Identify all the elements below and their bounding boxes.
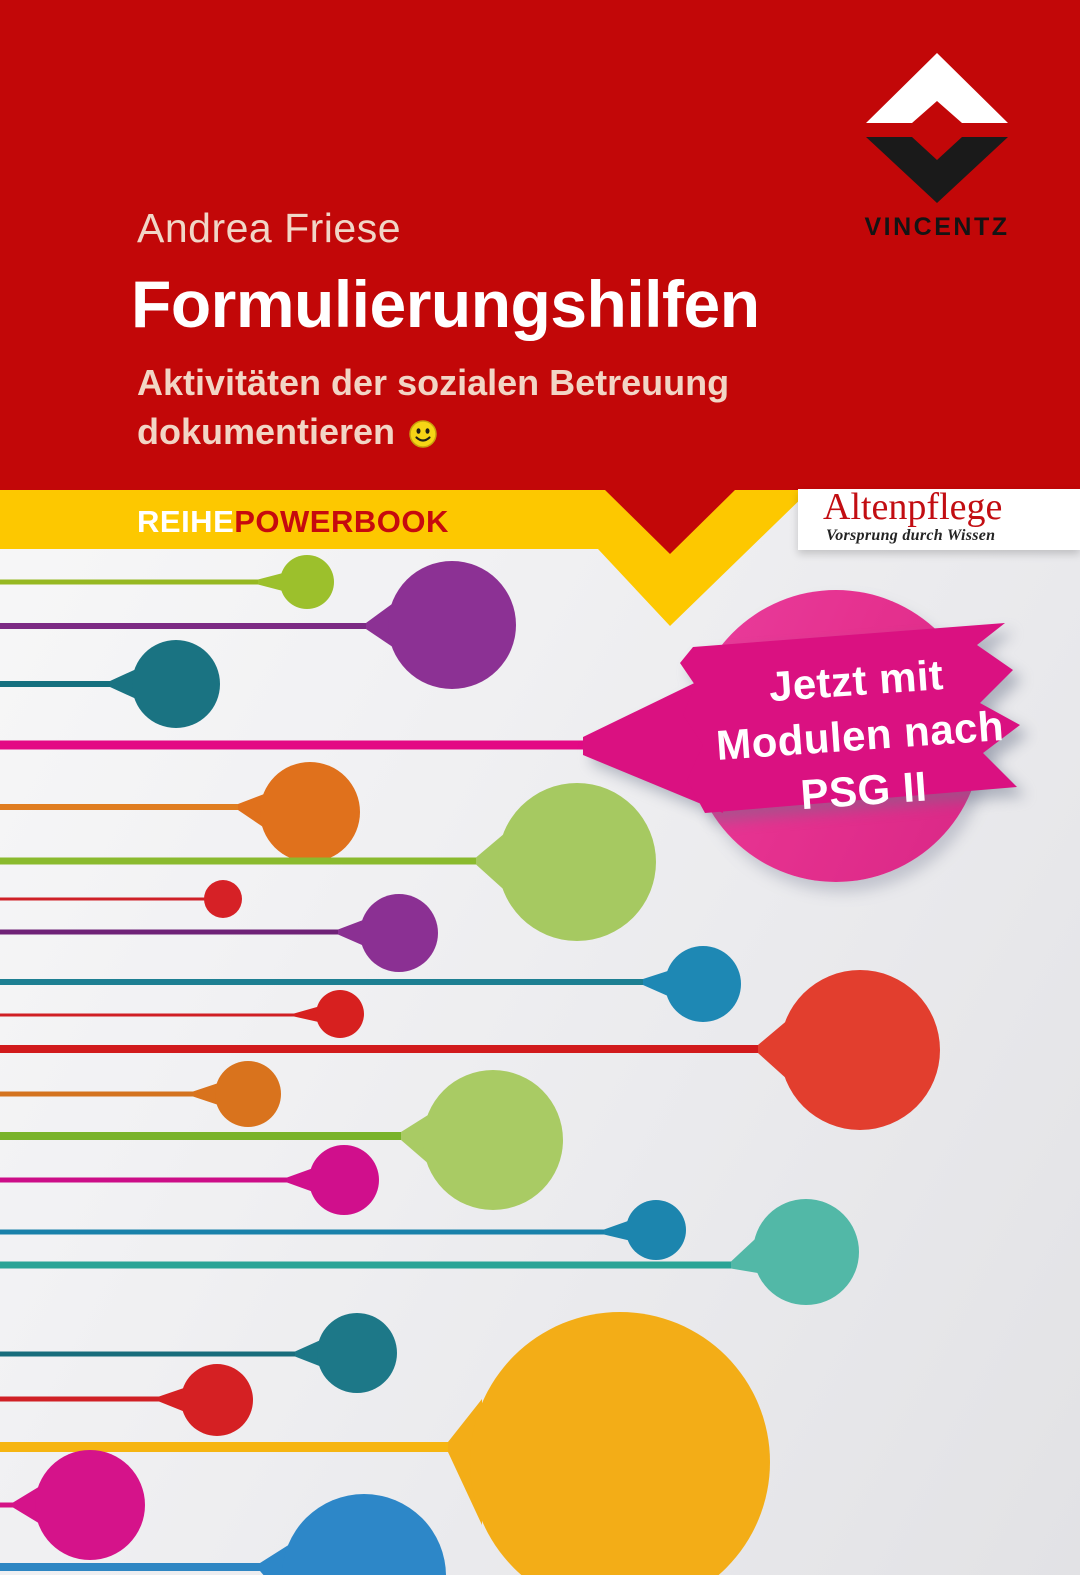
pin-red-medium-circle (181, 1364, 253, 1436)
pin-red-small-2-circle (316, 990, 364, 1038)
pin-orange-medium-circle (260, 762, 360, 862)
altenpflege-brand-box: Altenpflege Vorsprung durch Wissen (798, 486, 1080, 550)
psg-badge-text: Jetzt mit Modulen nach PSG II (710, 643, 1011, 828)
pin-teal-medium-2-circle (317, 1313, 397, 1393)
pin-purple-medium-circle (360, 894, 438, 972)
pin-orange-small-circle (215, 1061, 281, 1127)
pin-pink-medium-circle (35, 1450, 145, 1560)
series-label-reihe: REIHE (137, 504, 235, 539)
psg-badge: Jetzt mit Modulen nach PSG II (575, 575, 1035, 905)
altenpflege-logo: Altenpflege (823, 486, 1003, 528)
yellow-series-band (0, 490, 810, 626)
pin-blue-medium-circle (665, 946, 741, 1022)
vincentz-diamond-top-icon (866, 53, 1008, 123)
psg-badge-band (680, 623, 1020, 813)
pin-yellow-giant-circle (470, 1312, 770, 1575)
book-title: Formulierungshilfen (131, 267, 760, 341)
smiley-icon (409, 420, 437, 448)
author-name: Andrea Friese (137, 205, 402, 251)
pin-purple-large-circle (388, 561, 516, 689)
series-label: REIHEPOWERBOOK (137, 504, 449, 540)
red-chevron (603, 488, 737, 554)
vincentz-diamond-bottom-icon (866, 137, 1008, 203)
red-header-panel (0, 0, 1080, 491)
vincentz-wordmark: VINCENTZ (865, 213, 1010, 241)
pin-lime-large-circle (498, 783, 656, 941)
psg-badge-brush (583, 623, 1020, 813)
series-label-powerbook: POWERBOOK (234, 504, 449, 539)
vincentz-logo: VINCENTZ (865, 53, 1010, 241)
subtitle-line-2: dokumentieren (137, 411, 396, 452)
subtitle-line-1: Aktivitäten der sozialen Betreuung (137, 362, 730, 403)
pin-blue-small-circle (626, 1200, 686, 1260)
pin-red-small-circle (204, 880, 242, 918)
book-subtitle: Aktivitäten der sozialen Betreuung dokum… (137, 358, 729, 456)
dot-pin-pattern (0, 555, 940, 1575)
pin-magenta-small-circle (309, 1145, 379, 1215)
pin-blue-giant-circle (282, 1494, 446, 1575)
pin-teal-medium-circle (132, 640, 220, 728)
pin-seagreen-circle (753, 1199, 859, 1305)
pin-lime-small-circle (280, 555, 334, 609)
altenpflege-tagline: Vorsprung durch Wissen (826, 527, 996, 544)
pin-red-large-circle (780, 970, 940, 1130)
pin-lime-large-2-circle (423, 1070, 563, 1210)
